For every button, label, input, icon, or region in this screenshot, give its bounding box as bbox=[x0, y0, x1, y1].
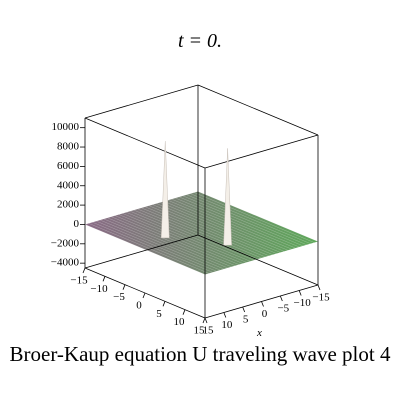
z-tick-label: 8000 bbox=[57, 141, 80, 153]
y-tick-label: 15 bbox=[194, 325, 206, 337]
surface-grid bbox=[84, 224, 206, 275]
x-tick bbox=[223, 312, 227, 318]
surface-grid bbox=[179, 196, 300, 248]
surface-grid bbox=[133, 209, 255, 261]
y-tick-label: −10 bbox=[90, 283, 108, 295]
box-edge bbox=[197, 84, 319, 136]
chart-caption: Broer-Kaup equation U traveling wave plo… bbox=[9, 342, 391, 366]
box-edge bbox=[84, 117, 206, 169]
z-tick-label: 0 bbox=[74, 218, 80, 230]
surface-grid bbox=[115, 215, 236, 266]
box-edge bbox=[84, 234, 199, 269]
box-edge bbox=[84, 84, 199, 119]
x-tick-label: −15 bbox=[312, 292, 330, 304]
surface-grid bbox=[148, 205, 270, 256]
x-axis-label: x bbox=[256, 327, 262, 339]
surface-grid bbox=[182, 195, 304, 247]
surface-grid bbox=[156, 203, 277, 254]
y-tick bbox=[162, 301, 166, 307]
surface-grid bbox=[194, 192, 315, 243]
surface-grid bbox=[88, 223, 209, 274]
z-tick-label: 10000 bbox=[52, 121, 80, 133]
surface-grid bbox=[99, 219, 221, 271]
y-tick bbox=[82, 267, 86, 274]
x-tick bbox=[279, 295, 283, 302]
x-tick bbox=[242, 306, 246, 313]
surface-grid bbox=[190, 193, 311, 244]
peak bbox=[160, 141, 170, 239]
x-tick bbox=[261, 301, 264, 307]
y-tick-label: 5 bbox=[156, 308, 162, 320]
y-tick bbox=[142, 292, 146, 299]
x-tick-label: −5 bbox=[277, 303, 289, 315]
box-edge bbox=[204, 134, 319, 169]
surface-grid bbox=[197, 191, 319, 242]
surface-grid bbox=[103, 218, 224, 270]
x-tick bbox=[298, 290, 302, 296]
y-tick-label: −15 bbox=[70, 275, 88, 287]
surface-grid bbox=[96, 220, 217, 272]
surface-grid bbox=[171, 198, 292, 250]
y-tick bbox=[122, 284, 126, 290]
box-edge bbox=[197, 234, 319, 286]
surface-grid bbox=[122, 213, 243, 264]
surface-grid bbox=[152, 204, 273, 255]
surface-grid bbox=[92, 222, 213, 273]
chart-title: t = 0. bbox=[177, 30, 223, 52]
z-tick-label: 4000 bbox=[57, 179, 80, 191]
z-tick-label: 2000 bbox=[57, 199, 80, 211]
x-tick-label: 0 bbox=[262, 308, 268, 320]
y-tick-label: 10 bbox=[174, 316, 186, 328]
y-tick-label: 0 bbox=[136, 300, 142, 312]
peak bbox=[223, 148, 232, 246]
z-tick-label: 6000 bbox=[57, 160, 80, 172]
x-tick bbox=[204, 317, 208, 324]
y-tick-label: −5 bbox=[113, 291, 125, 303]
y-tick bbox=[202, 317, 206, 324]
surface-grid bbox=[130, 211, 251, 262]
surface-grid bbox=[111, 216, 232, 267]
z-tick-label: −4000 bbox=[51, 257, 80, 269]
x-tick-label: 5 bbox=[243, 314, 249, 326]
x-tick bbox=[317, 284, 321, 291]
x-tick-label: 15 bbox=[203, 325, 215, 337]
surface-grid bbox=[175, 197, 296, 249]
surface-grid bbox=[186, 194, 307, 245]
surface-grid bbox=[107, 217, 228, 269]
x-tick-label: −10 bbox=[294, 297, 312, 309]
y-tick bbox=[182, 309, 186, 315]
surface-grid bbox=[160, 202, 281, 253]
surface-grid bbox=[118, 214, 239, 265]
surface-grid bbox=[164, 201, 285, 252]
z-tick-label: −2000 bbox=[51, 237, 80, 249]
surface bbox=[85, 191, 318, 275]
y-tick bbox=[102, 276, 106, 282]
surface-grid bbox=[126, 212, 247, 263]
surface-grid bbox=[141, 207, 262, 259]
x-tick-label: 10 bbox=[221, 319, 233, 331]
